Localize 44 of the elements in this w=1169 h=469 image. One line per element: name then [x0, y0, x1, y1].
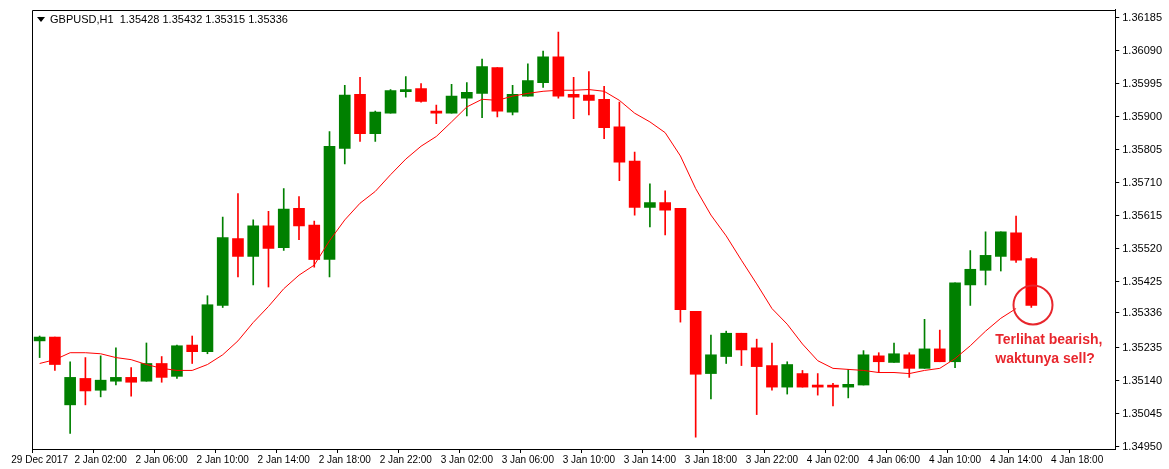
x-tick-label: 4 Jan 18:00 [1050, 453, 1104, 465]
candlestick [232, 193, 244, 278]
y-tick-label: 1.35336 [1122, 305, 1162, 318]
annotation: Terlihat bearish, waktunya sell? [995, 330, 1104, 369]
x-tick-label: 3 Jan 02:00 [440, 453, 494, 465]
candlestick [842, 369, 855, 399]
x-tick-label: 2 Jan 18:00 [318, 453, 372, 465]
candlestick [399, 76, 412, 98]
x-tick-label: 29 Dec 2017 [11, 453, 69, 465]
x-tick-label: 4 Jan 14:00 [989, 453, 1043, 465]
y-tick-label: 1.35710 [1122, 175, 1162, 188]
y-tick-label: 1.35235 [1122, 340, 1162, 353]
x-tick-label: 3 Jan 06:00 [501, 453, 555, 465]
y-tick-label: 1.35805 [1122, 142, 1162, 155]
x-tick-label: 2 Jan 10:00 [196, 453, 250, 465]
y-tick-label: 1.35900 [1122, 109, 1162, 122]
y-tick-label: 1.35425 [1122, 274, 1162, 287]
x-tick-label: 3 Jan 10:00 [562, 453, 616, 465]
candlestick [644, 183, 656, 228]
y-tick-label: 1.36185 [1122, 10, 1162, 23]
candlestick [110, 347, 122, 386]
x-tick-label: 2 Jan 22:00 [379, 453, 433, 465]
x-tick-label: 2 Jan 14:00 [257, 453, 311, 465]
chart-title: GBPUSD,H1 1.35428 1.35432 1.35315 1.35336 [50, 12, 288, 25]
x-tick-label: 3 Jan 22:00 [745, 453, 799, 465]
candlestick [460, 82, 473, 117]
candlestick [430, 104, 443, 124]
x-tick-label: 2 Jan 02:00 [74, 453, 128, 465]
y-tick-label: 1.35520 [1122, 241, 1162, 254]
y-tick-label: 1.36090 [1122, 43, 1162, 56]
x-tick-label: 2 Jan 06:00 [135, 453, 189, 465]
y-tick-label: 1.35045 [1122, 406, 1162, 419]
y-tick-label: 1.35140 [1122, 373, 1162, 386]
y-tick-label: 1.34950 [1122, 439, 1162, 452]
x-tick-label: 4 Jan 02:00 [806, 453, 860, 465]
candlestick [750, 338, 763, 415]
x-tick-label: 3 Jan 18:00 [684, 453, 738, 465]
candlestick [659, 190, 671, 236]
y-tick-label: 1.35995 [1122, 76, 1162, 89]
x-tick-label: 3 Jan 14:00 [623, 453, 677, 465]
x-tick-label: 4 Jan 10:00 [928, 453, 982, 465]
y-tick-label: 1.35615 [1122, 208, 1162, 221]
x-tick-label: 4 Jan 06:00 [867, 453, 921, 465]
candlestick [125, 367, 137, 397]
